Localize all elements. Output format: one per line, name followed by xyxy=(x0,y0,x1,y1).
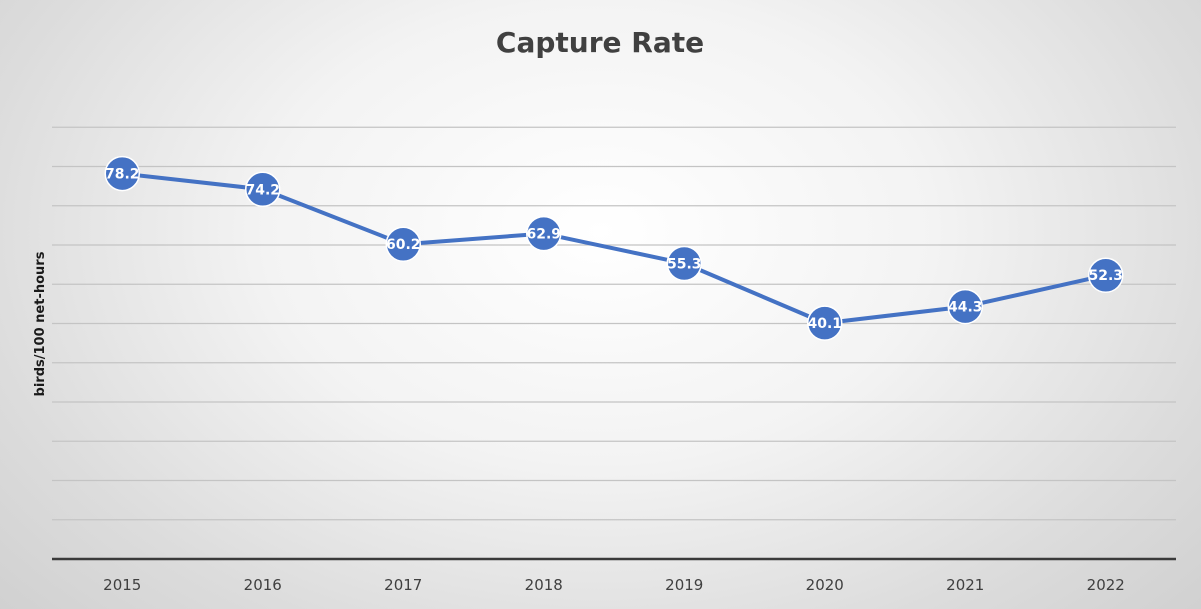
data-point xyxy=(947,288,983,325)
x-tick-label: 2019 xyxy=(665,576,703,594)
gridlines xyxy=(52,126,1176,521)
data-label: 74.2 xyxy=(245,182,280,198)
series-line xyxy=(120,171,1108,326)
data-point xyxy=(245,171,281,208)
x-tick-label: 2017 xyxy=(384,576,422,594)
data-point xyxy=(526,215,562,252)
x-tick-label: 2016 xyxy=(244,576,282,594)
data-label: 52.3 xyxy=(1088,268,1123,284)
data-label: 55.3 xyxy=(667,256,702,272)
data-point xyxy=(104,155,140,192)
chart-title: Capture Rate xyxy=(496,26,704,59)
x-tick-label: 2018 xyxy=(525,576,563,594)
data-label: 60.2 xyxy=(386,237,421,253)
series: 78.2 74.2 60.2 62.9 55.3 40.1 44.3 52.3 xyxy=(104,155,1124,341)
x-tick-label: 2021 xyxy=(946,576,984,594)
y-axis-label: birds/100 net-hours xyxy=(33,251,48,396)
data-label: 40.1 xyxy=(807,316,842,332)
data-point xyxy=(807,305,843,341)
x-tick-label: 2022 xyxy=(1087,576,1125,594)
data-label: 78.2 xyxy=(105,167,140,183)
data-label: 62.9 xyxy=(526,227,561,243)
data-point xyxy=(666,245,702,282)
data-label: 44.3 xyxy=(948,300,983,316)
x-tick-label: 2020 xyxy=(806,576,844,594)
x-axis-tick-labels: 2015 2016 2017 2018 2019 2020 2021 2022 xyxy=(103,576,1125,594)
x-tick-label: 2015 xyxy=(103,576,141,594)
data-point xyxy=(385,226,421,262)
data-point xyxy=(1088,257,1124,293)
